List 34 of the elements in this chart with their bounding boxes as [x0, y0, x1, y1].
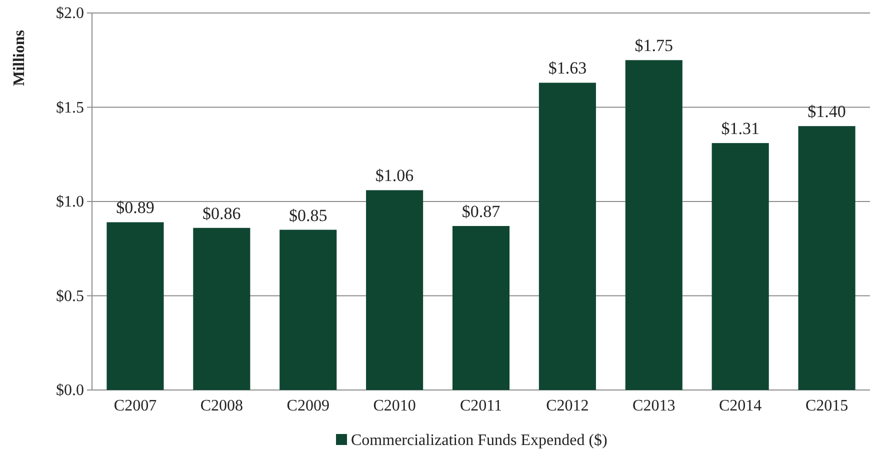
x-tick-label: C2011 — [460, 398, 502, 415]
data-label: $1.63 — [548, 58, 587, 78]
data-label: $0.86 — [202, 204, 241, 223]
y-tick-label: $2.0 — [56, 5, 84, 22]
bar — [798, 126, 856, 390]
x-tick-label: C2015 — [805, 398, 848, 415]
bar — [366, 190, 424, 390]
data-label: $1.31 — [721, 119, 760, 138]
bar — [193, 228, 250, 390]
y-tick-label: $0.5 — [56, 288, 84, 305]
legend-label: Commercialization Funds Expended ($) — [351, 432, 608, 449]
x-tick-label: C2012 — [546, 398, 589, 415]
x-tick-label: C2007 — [114, 398, 157, 415]
y-tick-label: $0.0 — [56, 382, 84, 400]
bar — [538, 82, 596, 390]
data-label: $1.75 — [634, 36, 674, 56]
data-label: $1.06 — [375, 166, 414, 186]
x-tick-label: C2009 — [286, 398, 330, 415]
bar — [106, 222, 164, 390]
data-label: $1.40 — [808, 102, 846, 122]
x-tick-label: C2008 — [200, 398, 244, 415]
x-tick-label: C2014 — [718, 398, 762, 415]
x-tick-label: C2010 — [373, 398, 416, 415]
x-tick-label: C2013 — [632, 398, 676, 415]
bar — [712, 143, 769, 390]
y-tick-label: $1.5 — [56, 99, 84, 116]
bar — [625, 60, 682, 390]
data-label: $0.85 — [288, 206, 328, 225]
bar — [452, 226, 510, 390]
y-axis-title: Millions — [11, 30, 28, 86]
data-label: $0.89 — [116, 198, 154, 218]
bar — [280, 230, 337, 390]
y-tick-label: $1.0 — [56, 194, 84, 211]
data-label: $0.87 — [462, 202, 501, 222]
